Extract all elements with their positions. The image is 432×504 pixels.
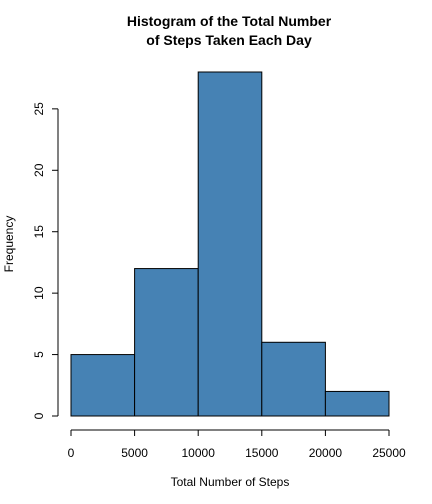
x-tick-label-5: 25000 <box>372 446 406 460</box>
histogram-bar-2 <box>197 71 263 417</box>
chart-title-line-1: Histogram of the Total Number <box>127 13 332 29</box>
x-tick-label-2: 10000 <box>182 446 216 460</box>
x-axis: 0 5000 10000 15000 20000 25000 <box>68 429 406 460</box>
x-tick-label-4: 20000 <box>309 446 343 460</box>
histogram-bar-3 <box>261 341 326 417</box>
y-tick-label-5: 25 <box>32 102 46 116</box>
y-tick-label-2: 10 <box>32 286 46 300</box>
x-tick-label-3: 15000 <box>245 446 279 460</box>
y-tick-label-0: 0 <box>32 412 46 419</box>
x-tick-label-0: 0 <box>68 446 75 460</box>
histogram-bar-4 <box>324 390 390 417</box>
x-tick-label-1: 5000 <box>121 446 148 460</box>
y-tick-label-4: 20 <box>32 163 46 177</box>
y-tick-label-3: 15 <box>32 225 46 239</box>
x-axis-label: Total Number of Steps <box>171 475 290 489</box>
histogram-bar-0 <box>70 354 136 417</box>
histogram-bar-1 <box>134 268 199 417</box>
y-axis-label: Frequency <box>2 216 16 273</box>
bars-group <box>70 71 390 417</box>
y-tick-label-1: 5 <box>32 351 46 358</box>
chart-title-line-2: of Steps Taken Each Day <box>146 32 312 48</box>
y-axis: 0 5 10 15 20 25 <box>32 102 59 419</box>
